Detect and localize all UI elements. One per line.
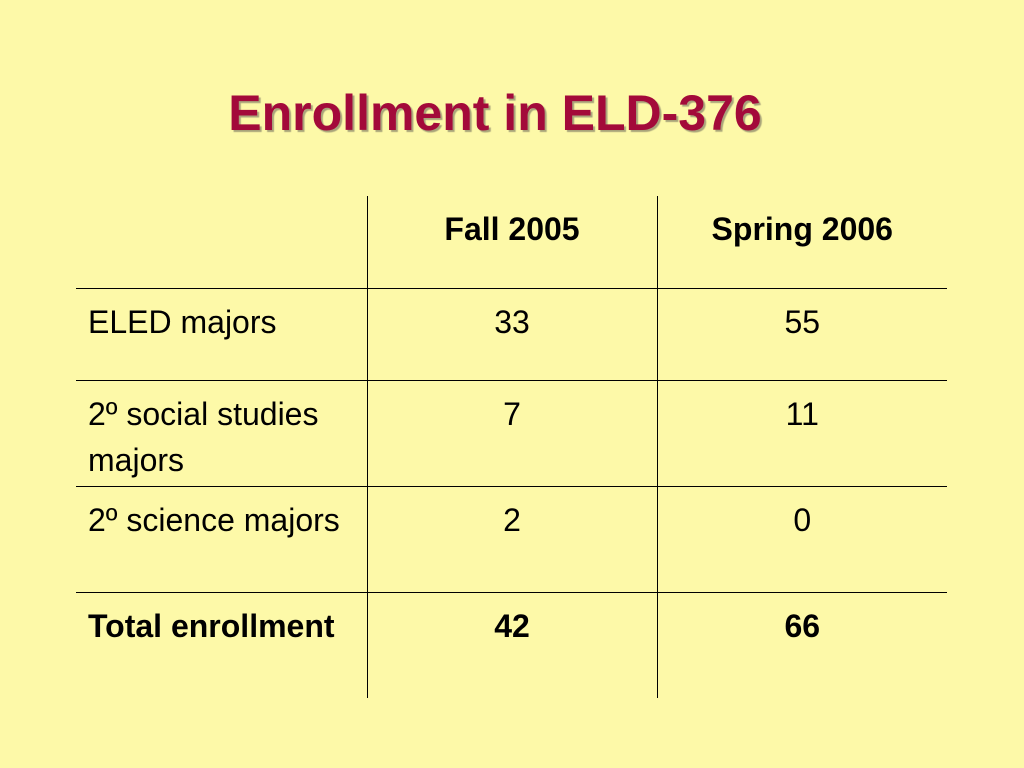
header-cell-empty	[76, 196, 367, 288]
cell-fall-2005: 7	[366, 379, 657, 486]
cell-fall-2005: 33	[366, 287, 657, 380]
table-row: ELED majors 33 55	[76, 287, 947, 380]
cell-total-fall-2005: 42	[366, 591, 657, 698]
table-header-row: Fall 2005 Spring 2006	[76, 196, 947, 288]
cell-total-spring-2006: 66	[656, 591, 947, 698]
table-row: 2º social studies majors 7 11	[76, 379, 947, 486]
cell-spring-2006: 55	[656, 287, 947, 380]
row-label-eled-majors: ELED majors	[76, 287, 367, 380]
header-cell-fall-2005: Fall 2005	[366, 196, 657, 288]
row-label-total-enrollment: Total enrollment	[76, 591, 367, 698]
row-label-science-majors: 2º science majors	[76, 485, 367, 592]
cell-spring-2006: 0	[656, 485, 947, 592]
row-label-social-studies-majors: 2º social studies majors	[76, 379, 367, 486]
table-row-total: Total enrollment 42 66	[76, 591, 947, 698]
cell-fall-2005: 2	[366, 485, 657, 592]
header-cell-spring-2006: Spring 2006	[656, 196, 947, 288]
cell-spring-2006: 11	[656, 379, 947, 486]
enrollment-table: Fall 2005 Spring 2006 ELED majors 33 55 …	[76, 196, 947, 698]
table-row: 2º science majors 2 0	[76, 485, 947, 592]
slide-title: Enrollment in ELD-376	[228, 85, 762, 141]
enrollment-table-container: Fall 2005 Spring 2006 ELED majors 33 55 …	[76, 196, 947, 698]
